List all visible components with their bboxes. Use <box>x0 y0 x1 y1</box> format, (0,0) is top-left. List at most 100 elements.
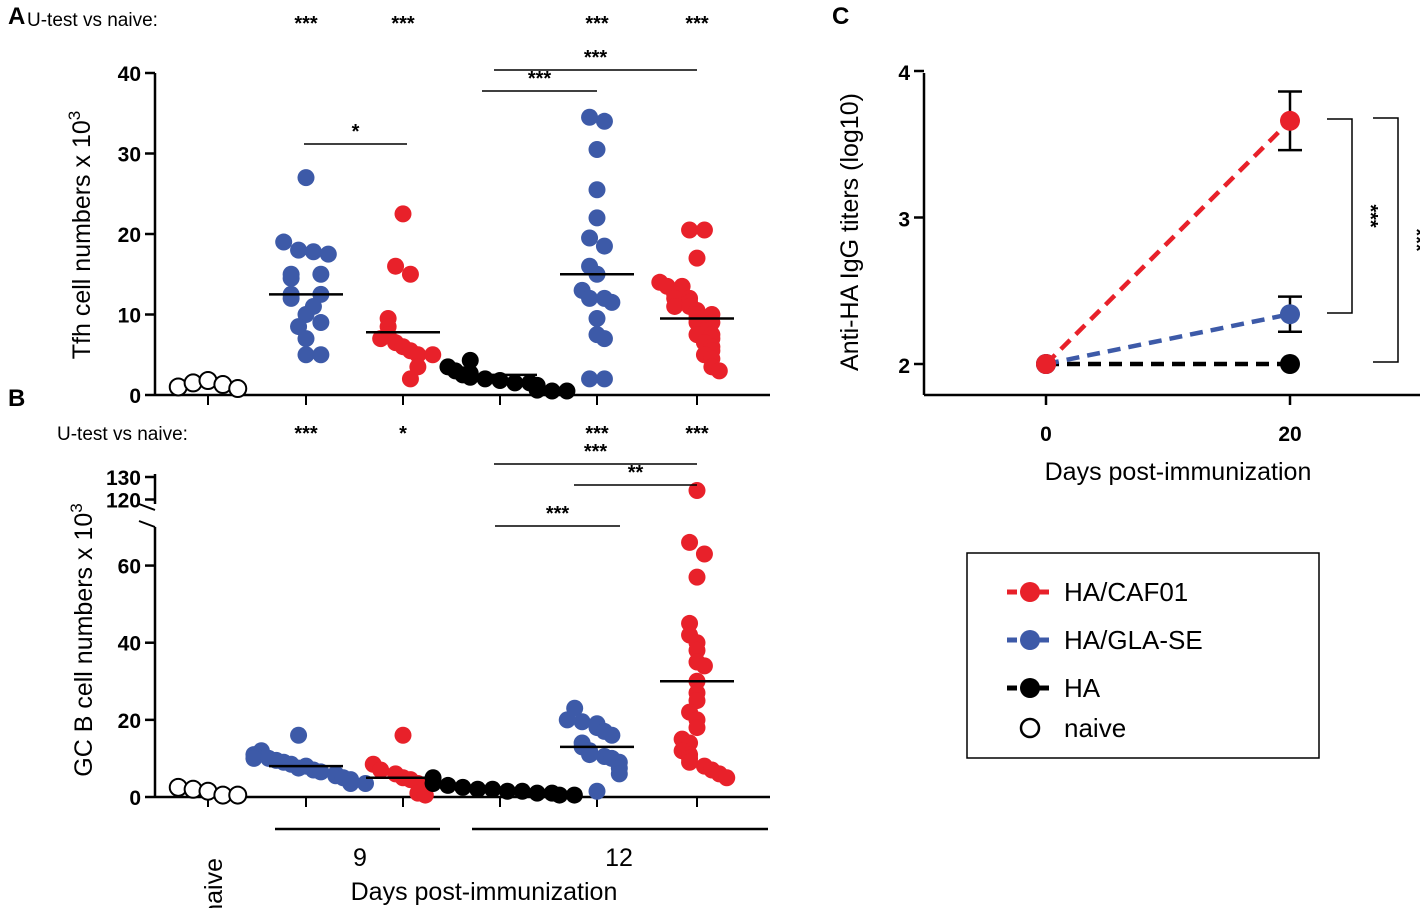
data-point <box>610 765 628 783</box>
data-point <box>528 381 546 399</box>
panel-c-marks: *** *** <box>1036 90 1420 374</box>
panel-a-utest-label: U-test vs naive: <box>27 10 158 31</box>
utest-star: *** <box>294 423 318 445</box>
significance-bracket <box>1373 117 1399 363</box>
data-point <box>695 545 713 563</box>
legend-swatch-marker <box>1020 582 1040 602</box>
series-line <box>1044 119 1292 366</box>
data-point <box>282 289 300 307</box>
data-point <box>695 657 713 675</box>
data-point <box>387 257 405 275</box>
data-point <box>245 749 263 767</box>
legend-swatch-marker <box>1020 630 1040 650</box>
data-point <box>372 761 390 779</box>
panel-b-utest-label: U-test vs naive: <box>57 424 188 445</box>
bracket-label: *** <box>528 68 552 90</box>
data-point <box>357 775 374 792</box>
data-point <box>304 243 322 261</box>
utest-star: *** <box>391 13 415 35</box>
data-point <box>581 746 599 764</box>
data-point <box>695 221 713 239</box>
panel-b-x-axis-label: Days post-immunization <box>351 878 618 906</box>
data-point <box>551 786 568 804</box>
y-tick-label: 60 <box>118 556 141 579</box>
bracket-label: *** <box>1359 204 1381 228</box>
data-point <box>401 265 419 283</box>
data-point <box>681 753 699 771</box>
legend-label: naive <box>1064 713 1126 743</box>
data-point <box>228 785 248 805</box>
x-group-label-9: 9 <box>353 844 367 872</box>
data-point <box>401 370 419 388</box>
data-point <box>506 374 524 392</box>
data-point <box>718 769 736 787</box>
data-point <box>581 108 599 126</box>
data-point <box>228 379 248 399</box>
data-point <box>461 368 479 386</box>
data-point <box>290 241 308 259</box>
data-point <box>484 780 502 798</box>
data-point <box>342 775 360 792</box>
panel-c-y-axis-label: Anti-HA IgG titers (log10) <box>836 93 864 371</box>
data-point <box>394 726 412 744</box>
data-point <box>372 330 390 348</box>
utest-star: *** <box>585 13 609 35</box>
data-point <box>558 382 576 400</box>
data-point <box>439 776 457 794</box>
data-point <box>595 370 613 388</box>
data-point <box>491 372 509 390</box>
x-tick-label: 0 <box>1040 423 1052 446</box>
data-point <box>469 780 487 798</box>
legend-label: HA/GLA-SE <box>1064 625 1203 655</box>
y-tick-label: 120 <box>106 490 141 513</box>
data-point <box>681 533 699 551</box>
data-point <box>588 209 606 227</box>
data-point <box>595 330 613 348</box>
axis-break-mark <box>138 503 156 511</box>
x-tick-label: 20 <box>1278 423 1301 446</box>
x-group-label-12: 12 <box>605 844 633 872</box>
y-tick-label: 130 <box>106 467 141 490</box>
data-point <box>454 778 472 796</box>
data-point <box>297 330 315 348</box>
data-point <box>297 169 315 187</box>
y-tick-label: 0 <box>129 787 141 810</box>
data-point <box>710 362 728 380</box>
y-tick-label: 3 <box>898 209 910 232</box>
bracket-label: *** <box>546 503 570 525</box>
utest-star: *** <box>585 423 609 445</box>
y-tick-label: 4 <box>898 62 910 85</box>
series-line <box>1045 311 1291 367</box>
bracket-label: ** <box>628 462 644 484</box>
y-tick-label: 20 <box>118 224 141 247</box>
data-point <box>1280 304 1300 325</box>
data-point <box>476 370 494 388</box>
data-point <box>688 482 706 499</box>
data-point <box>573 713 591 731</box>
utest-star: * <box>399 423 407 445</box>
data-point <box>1036 354 1056 374</box>
data-point <box>290 726 308 744</box>
data-point <box>543 382 561 400</box>
y-tick-label: 30 <box>118 144 141 167</box>
significance-bracket <box>1327 118 1353 314</box>
legend-swatch-marker <box>1019 717 1041 739</box>
data-point <box>424 775 442 792</box>
data-point <box>319 245 337 263</box>
bracket-label: * <box>352 121 360 143</box>
y-tick-label: 10 <box>118 305 141 328</box>
y-tick-label: 40 <box>118 63 141 86</box>
panel-b-y-axis-label: GC B cell numbers x 103 <box>67 503 98 776</box>
panel-a-marks: *** *** *** ********** <box>168 13 734 400</box>
utest-star: *** <box>294 13 318 35</box>
x-group-label-naive: naive <box>200 858 228 908</box>
y-tick-label: 0 <box>129 385 141 408</box>
panel-a-y-axis-label: Tfh cell numbers x 103 <box>65 111 96 359</box>
data-point <box>558 711 576 729</box>
data-point <box>595 237 613 255</box>
data-point <box>595 112 613 130</box>
panel-c-x-axis-label: Days post-immunization <box>1045 458 1312 486</box>
